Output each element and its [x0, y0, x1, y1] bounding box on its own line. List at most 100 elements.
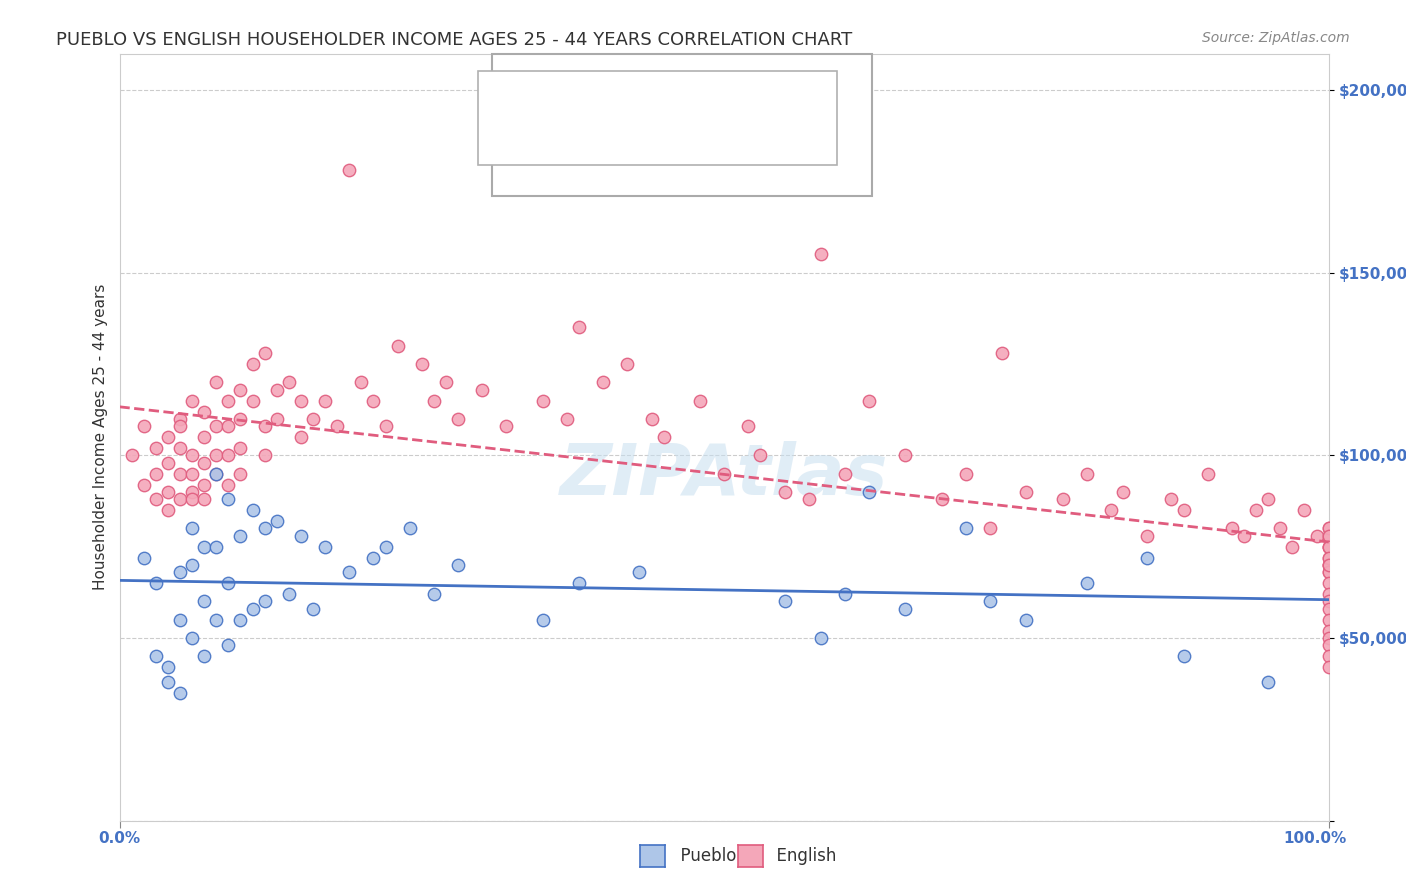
Point — [1317, 566, 1340, 580]
Point — [1317, 521, 1340, 535]
Point — [132, 550, 155, 565]
Point — [156, 674, 179, 689]
Text: N =: N = — [612, 132, 664, 150]
Point — [1317, 521, 1340, 535]
Point — [217, 492, 239, 507]
Point — [423, 393, 446, 408]
Point — [387, 339, 409, 353]
Text: 100.0%: 100.0% — [1284, 831, 1346, 846]
Point — [290, 393, 312, 408]
Point — [858, 484, 880, 499]
Point — [1317, 594, 1340, 608]
Point — [1076, 467, 1098, 481]
Point — [169, 492, 191, 507]
Text: Source: ZipAtlas.com: Source: ZipAtlas.com — [1202, 31, 1350, 45]
Point — [242, 357, 264, 371]
Point — [1317, 540, 1340, 554]
Point — [979, 521, 1001, 535]
Point — [447, 412, 470, 426]
Point — [242, 503, 264, 517]
Point — [181, 631, 204, 645]
Point — [156, 503, 179, 517]
Point — [858, 393, 880, 408]
Point — [1197, 467, 1219, 481]
Point — [169, 412, 191, 426]
Point — [1317, 624, 1340, 638]
Point — [374, 419, 396, 434]
Point — [568, 576, 591, 591]
Point — [169, 467, 191, 481]
Point — [531, 393, 554, 408]
Point — [363, 550, 385, 565]
Point — [1136, 529, 1159, 543]
Point — [242, 601, 264, 615]
Point — [1317, 529, 1340, 543]
Point — [1099, 503, 1122, 517]
Point — [193, 594, 215, 608]
Text: R =: R = — [531, 96, 571, 114]
Point — [253, 521, 276, 535]
Point — [229, 529, 252, 543]
Point — [217, 477, 239, 491]
Point — [229, 441, 252, 455]
Point — [181, 393, 204, 408]
Point — [1317, 540, 1340, 554]
Point — [652, 430, 675, 444]
Point — [592, 376, 614, 390]
Point — [1270, 521, 1292, 535]
Point — [169, 419, 191, 434]
Point — [1317, 540, 1340, 554]
Point — [205, 613, 228, 627]
Point — [1317, 550, 1340, 565]
Point — [205, 540, 228, 554]
Text: 0.0%: 0.0% — [98, 831, 141, 846]
Point — [169, 566, 191, 580]
Point — [266, 383, 288, 397]
Point — [181, 521, 204, 535]
Point — [145, 576, 167, 591]
Point — [1136, 550, 1159, 565]
Point — [628, 566, 651, 580]
Point — [1317, 558, 1340, 572]
Point — [1173, 649, 1195, 664]
Text: -0.372: -0.372 — [567, 96, 631, 114]
Point — [1015, 484, 1038, 499]
Point — [217, 448, 239, 462]
Point — [834, 587, 856, 601]
Point — [132, 477, 155, 491]
Point — [314, 393, 336, 408]
Point — [979, 594, 1001, 608]
Text: 52: 52 — [650, 96, 675, 114]
Point — [169, 613, 191, 627]
Point — [217, 576, 239, 591]
Point — [156, 430, 179, 444]
Point — [205, 467, 228, 481]
Point — [193, 649, 215, 664]
Point — [277, 587, 299, 601]
Point — [145, 467, 167, 481]
Point — [169, 441, 191, 455]
Point — [434, 376, 457, 390]
Point — [181, 448, 204, 462]
Point — [145, 492, 167, 507]
Point — [1305, 529, 1327, 543]
Point — [205, 419, 228, 434]
Point — [169, 686, 191, 700]
Point — [193, 492, 215, 507]
Text: ZIPAtlas: ZIPAtlas — [560, 441, 889, 510]
Point — [1317, 601, 1340, 615]
Point — [398, 521, 420, 535]
Point — [217, 393, 239, 408]
Point — [145, 649, 167, 664]
Point — [1076, 576, 1098, 591]
Point — [640, 412, 662, 426]
Point — [773, 484, 796, 499]
Point — [229, 412, 252, 426]
Point — [531, 613, 554, 627]
Point — [337, 163, 360, 178]
Point — [156, 484, 179, 499]
Point — [1257, 492, 1279, 507]
Point — [193, 540, 215, 554]
Point — [1317, 558, 1340, 572]
Point — [411, 357, 433, 371]
